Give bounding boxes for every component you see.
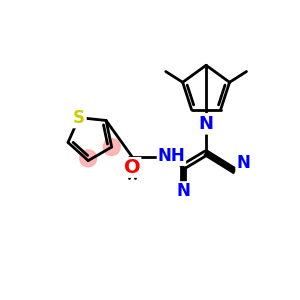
Text: N: N xyxy=(236,154,250,172)
Circle shape xyxy=(80,150,97,167)
Text: N: N xyxy=(199,115,214,133)
Text: N: N xyxy=(176,182,190,200)
Text: S: S xyxy=(73,109,85,127)
Text: NH: NH xyxy=(158,147,185,165)
Circle shape xyxy=(103,139,120,155)
Text: O: O xyxy=(124,158,140,177)
